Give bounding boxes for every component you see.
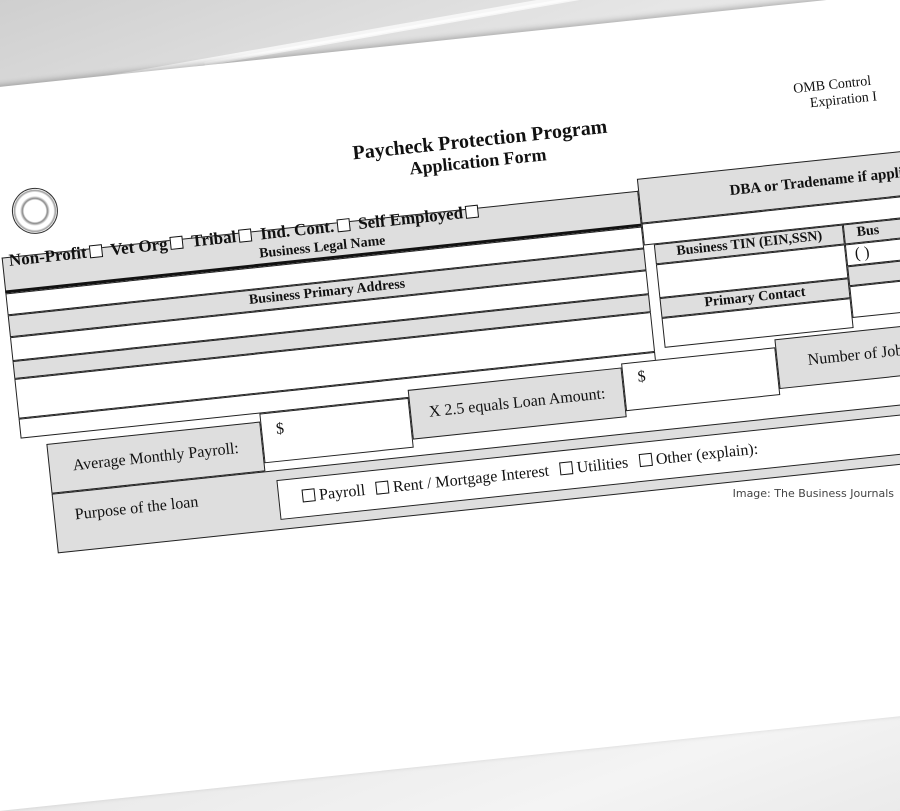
phone-value: ( ) xyxy=(854,243,871,263)
jobs-label: Number of Jobs xyxy=(806,341,900,369)
phone-label: Bus xyxy=(855,222,880,241)
checkbox[interactable] xyxy=(336,218,351,233)
checkbox[interactable] xyxy=(559,461,574,476)
checkbox[interactable] xyxy=(301,488,316,503)
checkbox[interactable] xyxy=(375,480,390,495)
loan-amount-dollar: $ xyxy=(636,368,647,386)
image-credit: Image: The Business Journals xyxy=(732,487,894,500)
loan-amount-label: X 2.5 equals Loan Amount: xyxy=(428,385,607,421)
checkbox[interactable] xyxy=(638,452,653,468)
purpose-other[interactable]: Other (explain): xyxy=(635,441,759,472)
dba-label: DBA or Tradename if applic xyxy=(728,164,900,200)
avg-payroll-label: Average Monthly Payroll: xyxy=(72,439,240,475)
checkbox[interactable] xyxy=(169,235,185,250)
checkbox[interactable] xyxy=(465,204,480,219)
purpose-payroll[interactable]: Payroll xyxy=(298,482,366,507)
purpose-rent[interactable]: Rent / Mortgage Interest xyxy=(372,463,550,499)
checkbox[interactable] xyxy=(88,244,104,259)
avg-payroll-dollar: $ xyxy=(275,420,285,438)
purpose-utilities[interactable]: Utilities xyxy=(556,454,629,479)
checkbox[interactable] xyxy=(238,228,253,243)
purpose-label: Purpose of the loan xyxy=(74,493,200,524)
